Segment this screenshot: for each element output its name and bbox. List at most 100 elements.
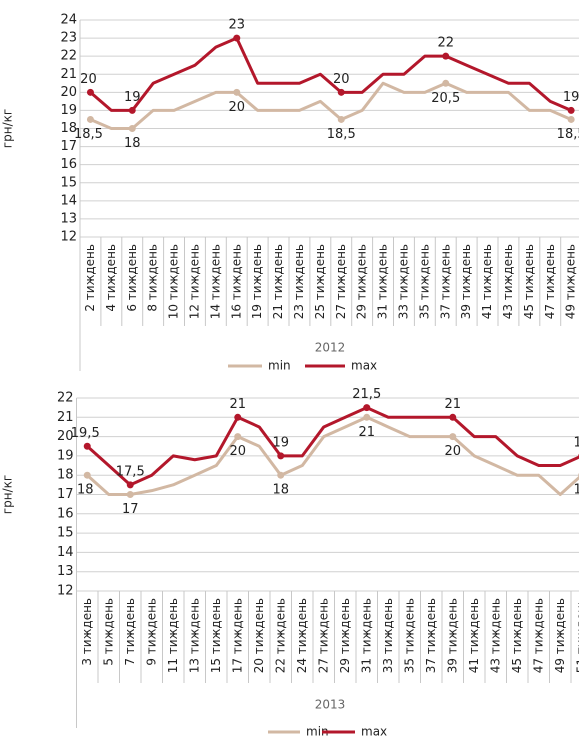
x-tick-label: 41 тиждень (467, 598, 481, 673)
x-tick-label: 29 тиждень (338, 598, 352, 673)
y-tick-label: 24 (60, 13, 77, 28)
x-tick-label: 9 тиждень (144, 598, 158, 666)
marker (277, 471, 285, 479)
y-tick-label: 21 (60, 67, 77, 82)
x-tick-label: 29 тиждень (355, 244, 369, 319)
marker (234, 433, 242, 441)
line (89, 81, 572, 130)
value-label: 21 (358, 425, 375, 440)
marker (128, 125, 136, 132)
y-tick-label: 15 (60, 175, 77, 190)
x-tick-label: 10 тиждень (167, 244, 181, 319)
y-tick-label: 20 (60, 85, 77, 100)
y-tick-label: 22 (57, 391, 74, 406)
legend-label: min (306, 725, 329, 739)
x-tick-label: 49 тиждень (553, 598, 567, 673)
line (89, 36, 572, 112)
y-tick-label: 21 (57, 410, 74, 425)
line (86, 415, 579, 496)
x-tick-label: 17 тиждень (230, 598, 244, 673)
x-tick-label: 22 тиждень (273, 598, 287, 673)
x-tick-label: 37 тиждень (424, 598, 438, 673)
x-tick-label: 7 тиждень (123, 598, 137, 666)
x-tick-label: 47 тиждень (531, 598, 545, 673)
x-tick-label: 39 тиждень (445, 598, 459, 673)
y-tick-label: 22 (60, 49, 77, 64)
value-label: 19,5 (71, 426, 100, 441)
x-tick-label: 41 тиждень (480, 244, 494, 319)
y-tick-label: 12 (60, 230, 77, 245)
marker (86, 115, 94, 123)
x-tick-label: 39 тиждень (459, 244, 473, 319)
x-tick-label: 24 тиждень (295, 598, 309, 673)
y-tick-label: 16 (57, 506, 74, 521)
marker (126, 491, 134, 498)
y-tick-label: 20 (57, 429, 74, 444)
x-tick-label: 35 тиждень (402, 598, 416, 673)
x-tick-label: 14 тиждень (208, 244, 222, 319)
x-tick-label: 31 тиждень (359, 598, 373, 673)
marker (83, 471, 91, 479)
legend-label: min (268, 359, 291, 373)
x-tick-label: 51 тиждень (574, 598, 579, 673)
value-label: 21 (229, 397, 246, 412)
x-tick-label: 11 тиждень (166, 598, 180, 673)
x-tick-label: 23 тиждень (292, 244, 306, 319)
x-tick-label: 43 тиждень (501, 244, 515, 319)
value-label: 21 (444, 397, 461, 412)
value-label: 18 (573, 483, 579, 498)
marker (363, 413, 371, 421)
x-tick-label: 45 тиждень (510, 598, 524, 673)
x-tick-label: 37 тиждень (438, 244, 452, 319)
x-tick-label: 6 тиждень (125, 244, 139, 312)
y-tick-label: 14 (60, 193, 77, 208)
value-label: 22 (437, 36, 454, 51)
x-tick-label: 4 тиждень (104, 244, 118, 312)
x-tick-label: 16 тиждень (229, 244, 243, 319)
x-tick-label: 15 тиждень (209, 598, 223, 673)
marker (449, 433, 457, 441)
marker (83, 442, 91, 450)
x-tick-label: 49 тиждень (564, 244, 578, 319)
y-axis-label: грн/кг (1, 109, 15, 148)
y-tick-label: 18 (57, 468, 74, 483)
x-axis-label: 2012 (315, 341, 346, 355)
y-tick-label: 16 (60, 157, 77, 172)
value-label: 18 (124, 136, 141, 151)
y-tick-label: 17 (57, 487, 74, 502)
value-label: 20 (229, 444, 246, 459)
y-tick-label: 18 (60, 121, 77, 136)
x-tick-label: 13 тиждень (187, 598, 201, 673)
marker (233, 34, 241, 42)
marker (86, 88, 94, 96)
x-tick-label: 25 тиждень (313, 244, 327, 319)
value-label: 20 (80, 72, 97, 87)
marker (233, 88, 241, 96)
x-tick-label: 27 тиждень (316, 598, 330, 673)
x-tick-label: 43 тиждень (488, 598, 502, 673)
x-tick-label: 20 тиждень (252, 598, 266, 673)
y-tick-label: 12 (57, 584, 74, 599)
x-tick-label: 33 тиждень (396, 244, 410, 319)
x-tick-label: 5 тиждень (101, 598, 115, 666)
x-axis-label: 2013 (315, 698, 346, 712)
line (86, 406, 579, 487)
x-tick-label: 31 тиждень (376, 244, 390, 319)
value-label: 20 (444, 444, 461, 459)
marker (234, 413, 242, 421)
value-label: 20 (228, 100, 245, 115)
y-tick-label: 17 (60, 139, 77, 154)
marker (277, 452, 285, 460)
value-label: 20 (333, 72, 350, 87)
value-label: 19 (563, 90, 579, 105)
y-tick-label: 13 (57, 564, 74, 579)
y-tick-label: 19 (57, 448, 74, 463)
value-label: 17,5 (116, 464, 145, 479)
legend-label: max (351, 359, 377, 373)
marker (449, 413, 457, 421)
value-label: 17 (122, 502, 139, 517)
x-tick-label: 47 тиждень (543, 244, 557, 319)
